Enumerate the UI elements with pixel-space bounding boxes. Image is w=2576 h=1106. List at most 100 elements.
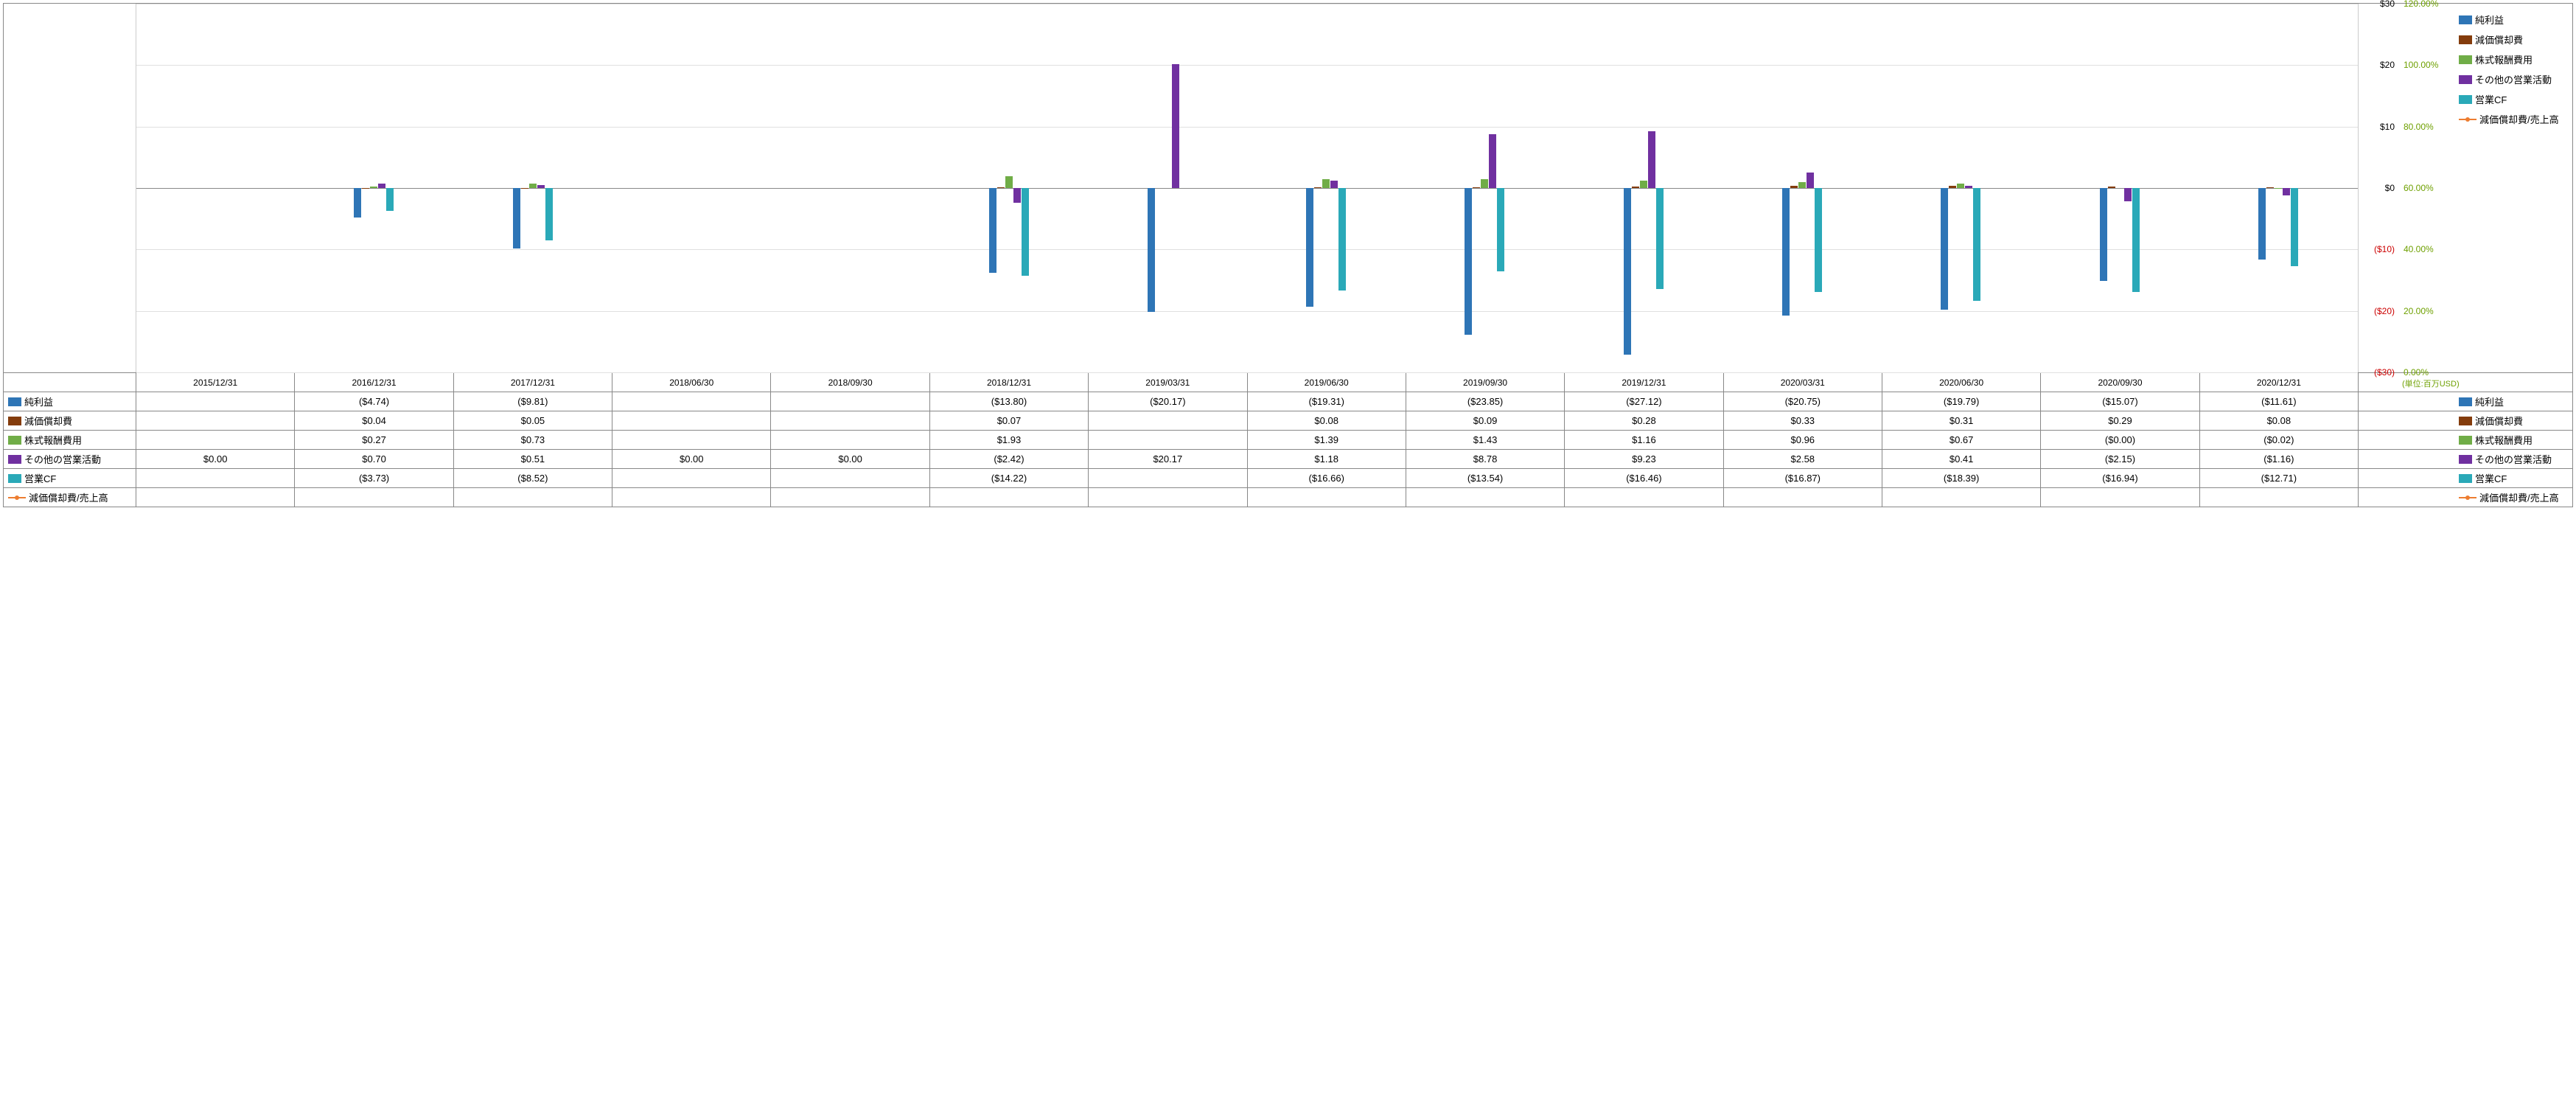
- bar-s0: [2258, 188, 2266, 260]
- category-group: [136, 4, 295, 372]
- table-cell: $0.67: [1882, 431, 2041, 449]
- bar-s4: [545, 188, 553, 240]
- table-cell: 2015/12/31: [136, 373, 295, 392]
- table-cell: ($27.12): [1565, 392, 1723, 411]
- row-header: 減価償却費: [4, 411, 136, 430]
- table-cell: $0.05: [454, 411, 612, 430]
- table-cell: 2017/12/31: [454, 373, 612, 392]
- row-header: 純利益: [4, 392, 136, 411]
- row-legend: 純利益: [2454, 392, 2572, 411]
- row-label: 純利益: [24, 394, 53, 408]
- bar-s4: [386, 188, 394, 211]
- category-group: [2040, 4, 2199, 372]
- table-cell: [612, 469, 771, 487]
- bar-s0: [513, 188, 520, 248]
- row-swatch: [8, 397, 21, 406]
- category-group: [1882, 4, 2040, 372]
- row-legend-label: 株式報酬費用: [2475, 433, 2533, 447]
- legend-swatch: [2459, 15, 2472, 24]
- table-cell: 2020/12/31: [2200, 373, 2359, 392]
- bar-s0: [1306, 188, 1313, 307]
- bar-s3: [1489, 134, 1496, 188]
- row-label: 減価償却費: [24, 414, 72, 428]
- table-cell: [1089, 488, 1247, 507]
- legend-item: その他の営業活動: [2459, 72, 2568, 86]
- bar-s2: [1322, 179, 1330, 188]
- table-cell: [930, 488, 1089, 507]
- table-cell: [136, 431, 295, 449]
- table-row: 減価償却費/売上高減価償却費/売上高: [4, 487, 2572, 507]
- table-cell: ($0.00): [2041, 431, 2199, 449]
- category-group: [2199, 4, 2358, 372]
- row-legend: 営業CF: [2454, 469, 2572, 487]
- table-cell: $20.17: [1089, 450, 1247, 468]
- bar-s1: [997, 187, 1005, 188]
- table-cell: [1089, 431, 1247, 449]
- table-cell: 2018/06/30: [612, 373, 771, 392]
- table-cell: $0.51: [454, 450, 612, 468]
- bar-s0: [2100, 188, 2107, 281]
- table-cell: $0.28: [1565, 411, 1723, 430]
- bar-s3: [1965, 186, 1972, 188]
- row-legend: 株式報酬費用: [2454, 431, 2572, 449]
- table-cell: ($2.15): [2041, 450, 2199, 468]
- table-cell: $0.08: [1248, 411, 1406, 430]
- bar-s3: [537, 185, 545, 188]
- category-group: [1406, 4, 1564, 372]
- bar-s2: [1005, 176, 1013, 188]
- bar-s4: [2132, 188, 2140, 292]
- table-cell: 2020/06/30: [1882, 373, 2041, 392]
- bar-s2: [1481, 179, 1488, 188]
- table-cell: $0.00: [136, 450, 295, 468]
- legend-label: 営業CF: [2475, 92, 2507, 106]
- secondary-y-axis: 0.00%20.00%40.00%60.00%80.00%100.00%120.…: [2399, 4, 2454, 372]
- table-row: 2015/12/312016/12/312017/12/312018/06/30…: [4, 372, 2572, 392]
- table-cell: ($1.16): [2200, 450, 2359, 468]
- y2-tick: 60.00%: [2404, 183, 2434, 193]
- table-row: 純利益($4.74)($9.81)($13.80)($20.17)($19.31…: [4, 392, 2572, 411]
- category-group: [929, 4, 1088, 372]
- table-cell: $8.78: [1406, 450, 1565, 468]
- chart-container: ($30)($20)($10)$0$10$20$30 0.00%20.00%40…: [3, 3, 2573, 507]
- row-label: 株式報酬費用: [24, 433, 82, 447]
- row-label: 営業CF: [24, 471, 56, 485]
- table-cell: $0.33: [1724, 411, 1882, 430]
- legend-swatch: [2459, 95, 2472, 104]
- bar-s0: [1148, 188, 1155, 312]
- bar-s0: [1941, 188, 1948, 310]
- table-cell: [454, 488, 612, 507]
- category-group: [612, 4, 771, 372]
- row-swatch: [2459, 455, 2472, 464]
- category-group: [771, 4, 929, 372]
- table-cell: ($14.22): [930, 469, 1089, 487]
- bar-s4: [1656, 188, 1664, 289]
- table-cell: ($4.74): [295, 392, 453, 411]
- y2-tick: 40.00%: [2404, 244, 2434, 254]
- table-cell: [1406, 488, 1565, 507]
- row-swatch: [2459, 417, 2472, 425]
- table-cell: 2018/09/30: [771, 373, 929, 392]
- row-legend: 減価償却費: [2454, 411, 2572, 430]
- row-legend-label: 純利益: [2475, 394, 2504, 408]
- row-header: その他の営業活動: [4, 450, 136, 468]
- row-swatch: [2459, 436, 2472, 445]
- data-table: 2015/12/312016/12/312017/12/312018/06/30…: [4, 372, 2572, 507]
- y1-tick: ($10): [2374, 244, 2395, 254]
- bar-s2: [1640, 181, 1647, 188]
- table-cell: ($11.61): [2200, 392, 2359, 411]
- row-swatch: [2459, 474, 2472, 483]
- table-cell: ($16.66): [1248, 469, 1406, 487]
- bar-s4: [1497, 188, 1504, 271]
- y2-tick: 100.00%: [2404, 60, 2438, 70]
- row-legend-label: 減価償却費: [2475, 414, 2523, 428]
- legend-item: 純利益: [2459, 13, 2568, 27]
- bar-s4: [1338, 188, 1346, 291]
- table-cell: [2041, 488, 2199, 507]
- table-cell: $0.07: [930, 411, 1089, 430]
- row-swatch: [2459, 397, 2472, 406]
- bar-s2: [529, 184, 537, 188]
- table-cell: $0.04: [295, 411, 453, 430]
- table-cell: [612, 488, 771, 507]
- table-cell: [136, 488, 295, 507]
- bar-s3: [1330, 181, 1338, 188]
